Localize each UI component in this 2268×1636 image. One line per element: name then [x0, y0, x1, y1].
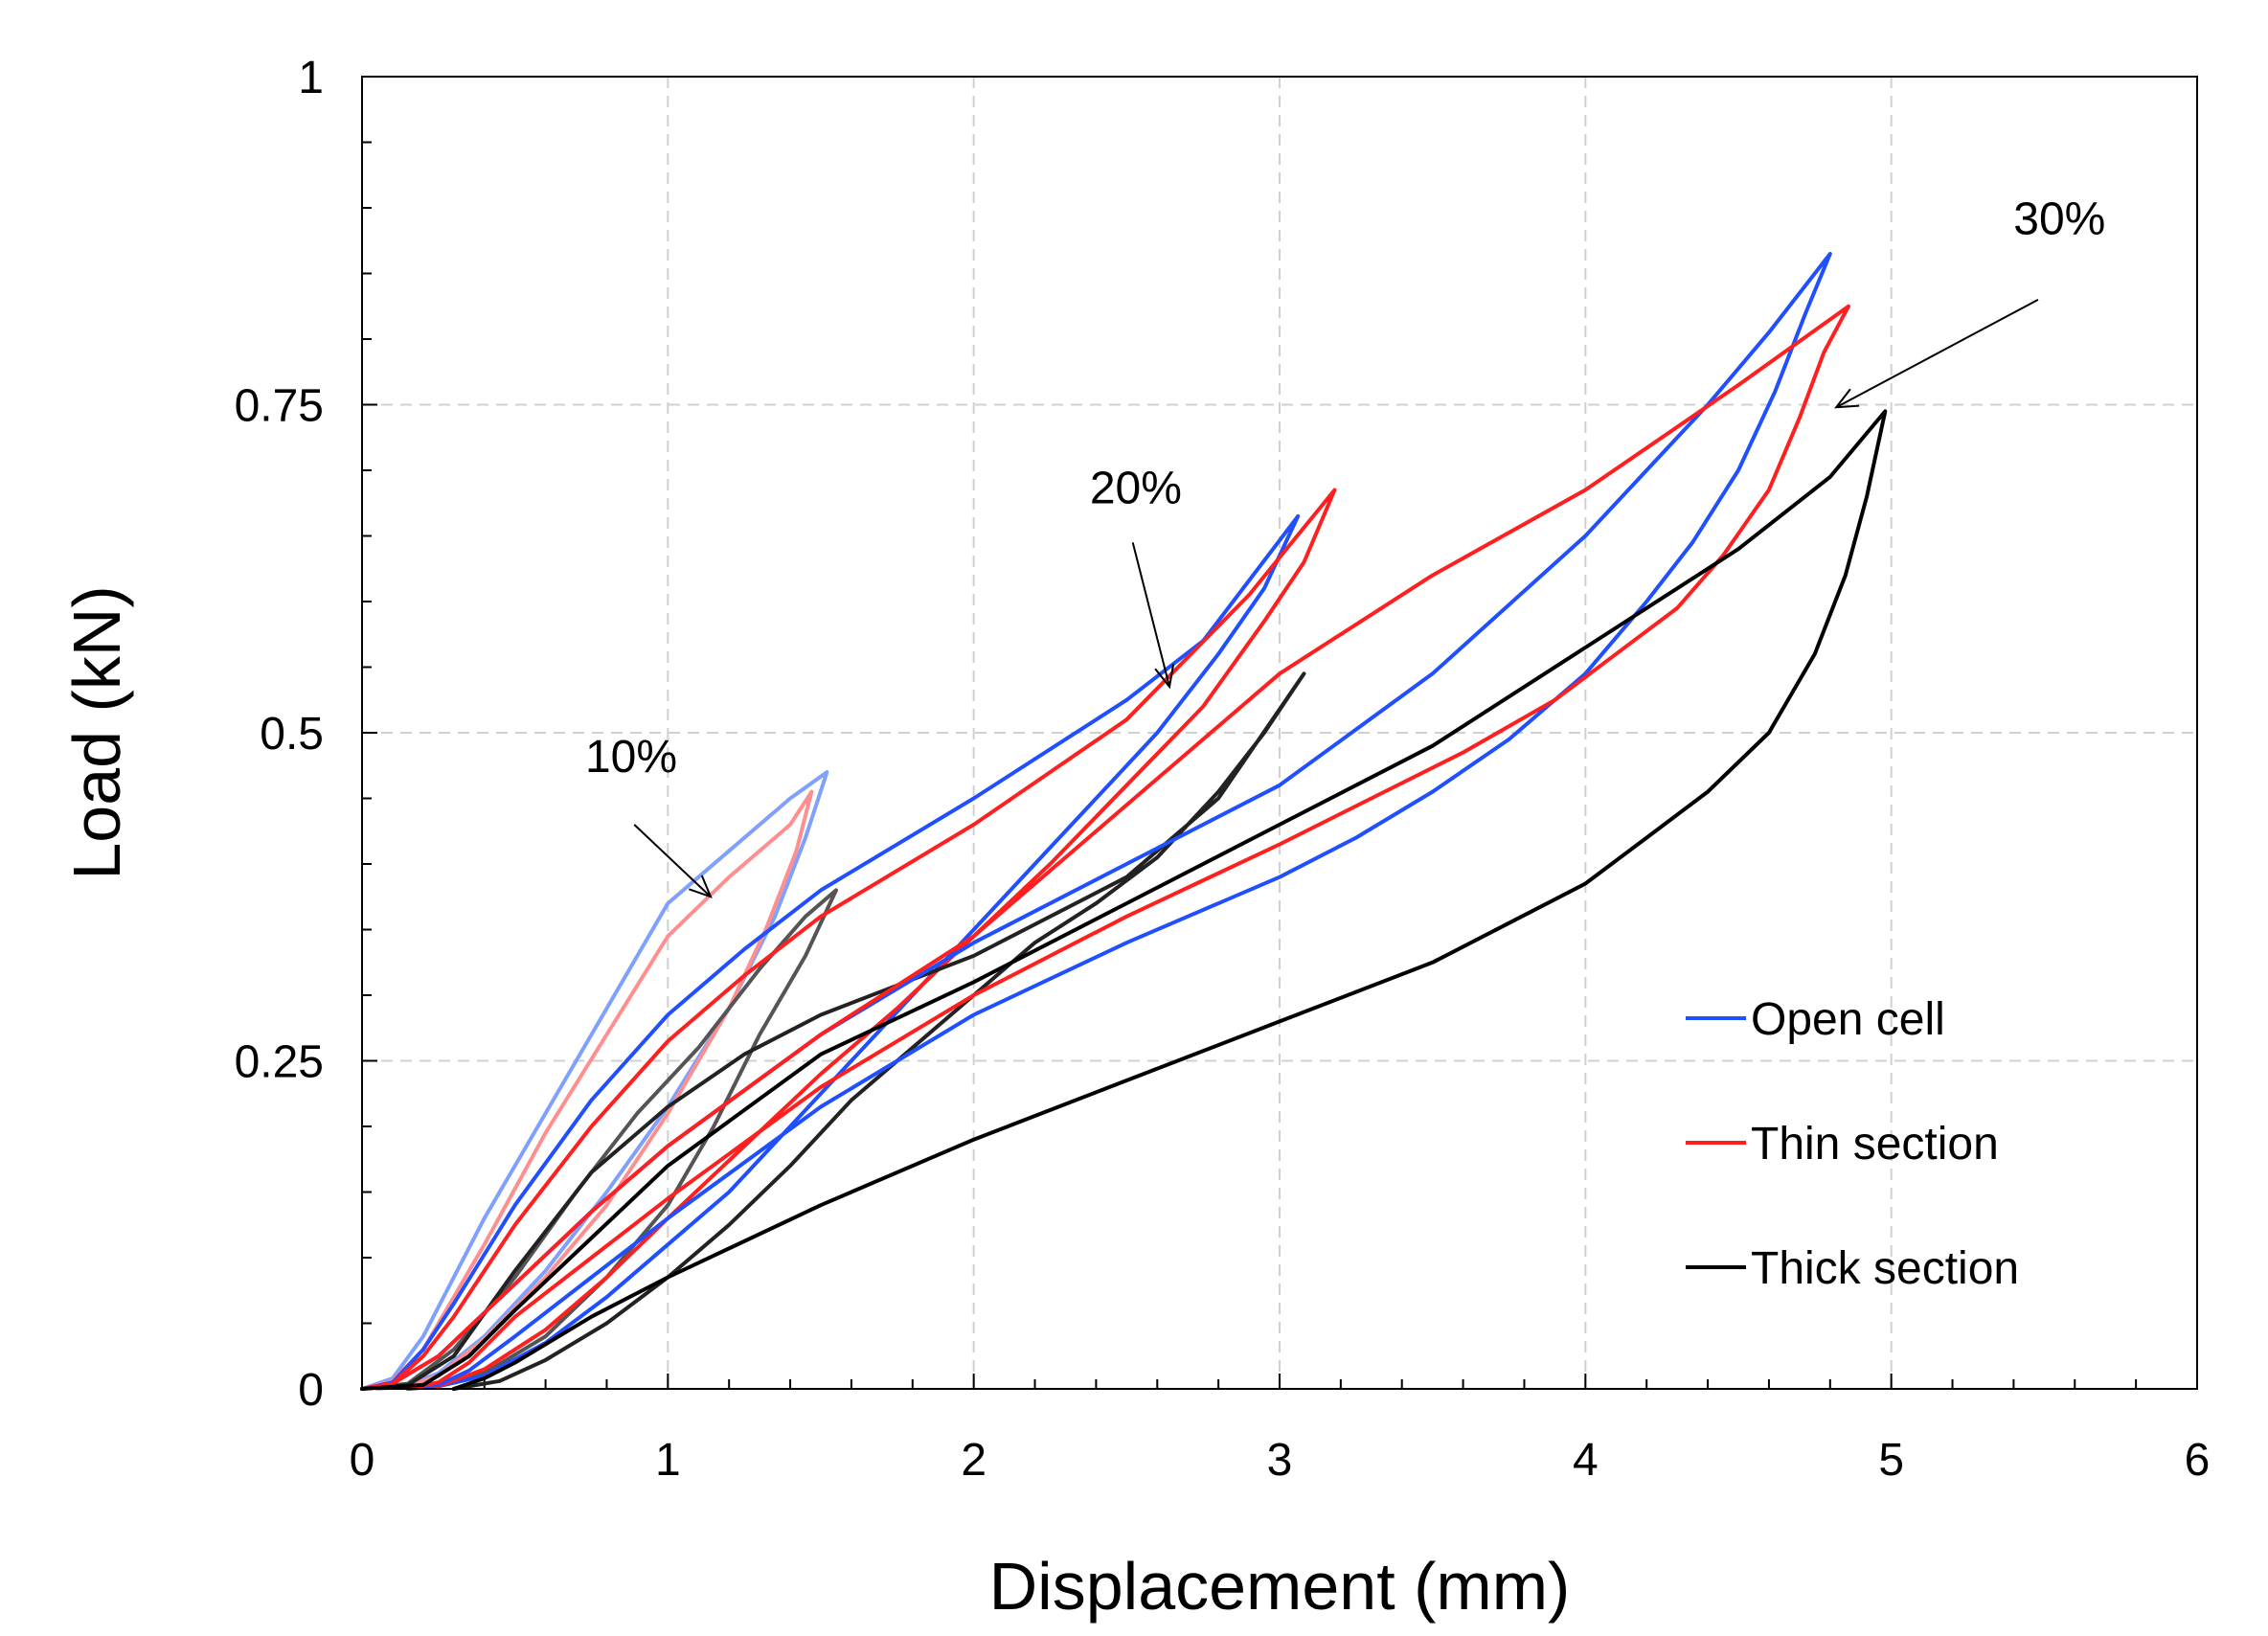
x-tick-label: 2 [961, 1435, 987, 1486]
legend-item-open-cell: Open cell [1686, 994, 1945, 1045]
annotation-label: 10% [585, 732, 677, 783]
x-tick-label: 1 [655, 1435, 681, 1486]
x-axis-tick-labels: 0 1 2 3 4 5 6 [350, 1435, 2211, 1486]
annotations: 10% 20% 30% [585, 193, 2105, 898]
y-axis-tick-labels: 0 0.25 0.5 0.75 1 [235, 53, 324, 1416]
series-line-open-cell-10 [360, 770, 829, 1391]
legend-label-open-cell: Open cell [1751, 994, 1945, 1045]
annotation-label: 30% [2013, 193, 2105, 244]
plot-area-frame [361, 76, 2198, 1390]
y-tick-label: 1 [298, 53, 324, 103]
annotation-arrow-shaft [633, 824, 712, 898]
series-line-thick-section-10 [360, 888, 838, 1391]
legend-label-thin-section: Thin section [1751, 1119, 1999, 1170]
series-line-thick-section-30 [360, 409, 1888, 1391]
series-line-thin-section-30 [360, 304, 1850, 1391]
y-tick-label: 0 [298, 1365, 324, 1416]
x-tick-label: 4 [1573, 1435, 1599, 1486]
legend: Open cell Thin section Thick section [1686, 994, 2019, 1294]
series-layer [360, 252, 1888, 1391]
annotation-arrow-head [1154, 664, 1175, 690]
legend-item-thick-section: Thick section [1686, 1243, 2019, 1294]
series-line-open-cell-20 [360, 513, 1301, 1391]
grid-lines [362, 77, 2197, 1389]
x-tick-label: 6 [2185, 1435, 2211, 1486]
y-tick-label: 0.5 [260, 709, 324, 760]
y-tick-label: 0.75 [235, 381, 324, 432]
annotation-arrow-shaft [1131, 542, 1171, 688]
x-axis-title: Displacement (mm) [989, 1549, 1571, 1624]
x-tick-label: 3 [1267, 1435, 1293, 1486]
y-axis-title: Load (kN) [59, 585, 134, 879]
annotation-arrow-head [689, 875, 713, 898]
y-tick-label: 0.25 [235, 1037, 324, 1088]
legend-item-thin-section: Thin section [1686, 1119, 1999, 1170]
annotation-label: 20% [1090, 463, 1182, 513]
annotation-arrow-head [1834, 388, 1860, 409]
series-line-thin-section-20 [360, 488, 1337, 1391]
x-tick-label: 5 [1878, 1435, 1904, 1486]
series-line-thick-section-20 [360, 671, 1306, 1391]
annotation-arrow-shaft [1835, 299, 2039, 409]
legend-label-thick-section: Thick section [1751, 1243, 2019, 1294]
x-tick-label: 0 [350, 1435, 375, 1486]
